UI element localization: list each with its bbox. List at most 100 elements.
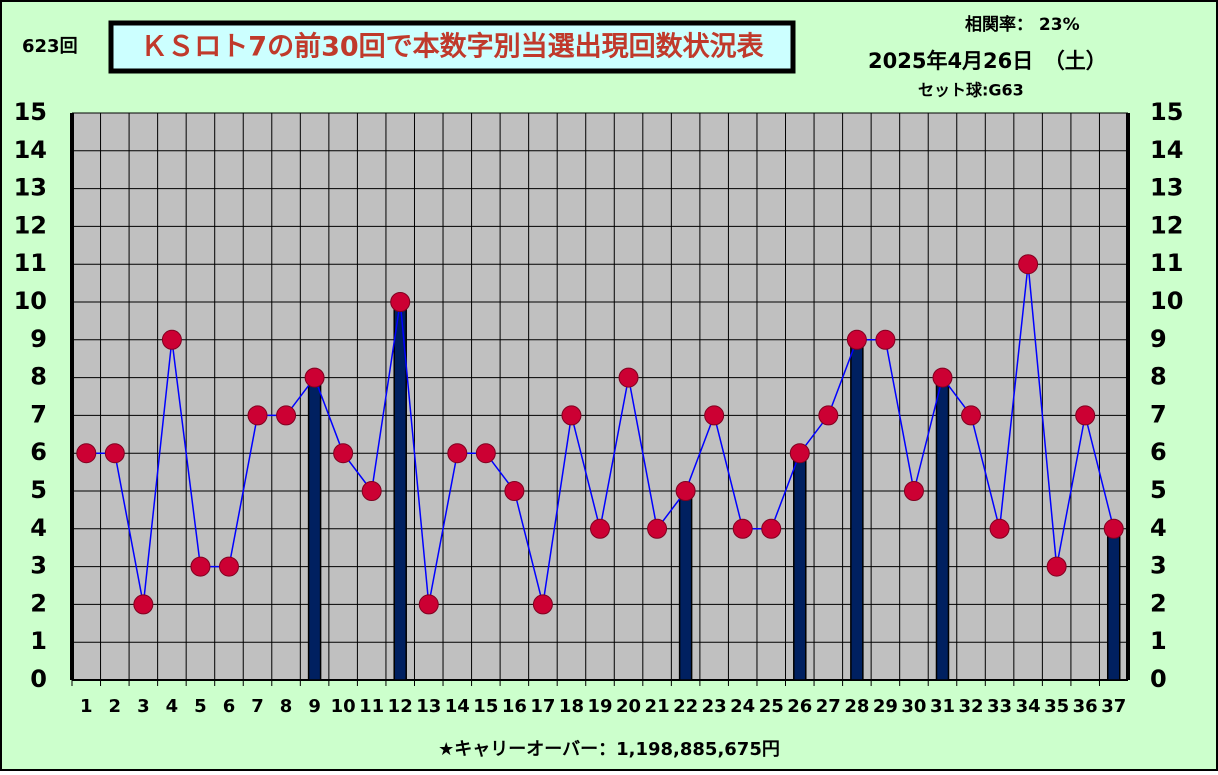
marker <box>532 594 553 615</box>
y-tick-label: 7 <box>30 400 47 428</box>
marker <box>76 443 97 464</box>
bar <box>793 452 807 681</box>
x-tick-label: 14 <box>445 696 470 717</box>
y2-tick-label: 6 <box>1150 438 1167 466</box>
marker <box>903 481 924 501</box>
marker <box>361 481 382 501</box>
x-tick-label: 6 <box>223 696 236 717</box>
bar <box>678 490 693 681</box>
x-tick-label: 18 <box>559 696 584 717</box>
marker <box>218 556 239 577</box>
x-tick-label: 5 <box>194 696 207 717</box>
x-tick-label: 21 <box>645 696 670 717</box>
x-tick-label: 29 <box>873 696 898 717</box>
y-tick-label: 5 <box>30 476 47 504</box>
y2-tick-label: 10 <box>1150 287 1183 315</box>
x-tick-label: 10 <box>331 696 356 717</box>
plot-area <box>72 113 1128 680</box>
marker <box>761 518 782 539</box>
marker <box>190 556 211 577</box>
y-tick-label: 14 <box>14 136 47 164</box>
x-tick-label: 15 <box>473 696 498 717</box>
footer: ★キャリーオーバー：1,198,885,675円 <box>438 739 780 760</box>
x-tick-label: 11 <box>359 696 384 717</box>
y2-tick-label: 3 <box>1150 552 1167 580</box>
marker <box>647 518 668 539</box>
set-ball: セット球:G63 <box>918 81 1024 100</box>
marker <box>789 443 810 464</box>
x-tick-label: 1 <box>80 696 93 717</box>
y2-tick-label: 2 <box>1150 589 1167 617</box>
y-tick-label: 2 <box>30 589 47 617</box>
round-label: 623回 <box>22 36 78 57</box>
y2-tick-label: 0 <box>1150 665 1167 693</box>
marker <box>846 329 867 350</box>
x-tick-label: 25 <box>759 696 784 717</box>
x-tick-label: 30 <box>901 696 926 717</box>
y2-tick-label: 1 <box>1150 627 1167 655</box>
marker <box>704 405 725 426</box>
marker <box>276 405 297 426</box>
x-tick-label: 24 <box>730 696 755 717</box>
x-tick-label: 7 <box>251 696 264 717</box>
y-tick-label: 9 <box>30 325 47 353</box>
y2-tick-label: 5 <box>1150 476 1167 504</box>
y-tick-label: 11 <box>14 249 47 277</box>
y-tick-label: 10 <box>14 287 47 315</box>
marker <box>304 367 325 388</box>
y2-tick-label: 9 <box>1150 325 1167 353</box>
x-tick-label: 36 <box>1073 696 1098 717</box>
marker <box>1018 254 1039 275</box>
marker <box>390 292 411 312</box>
x-tick-label: 23 <box>702 696 727 717</box>
marker <box>333 443 354 464</box>
bar <box>393 301 407 681</box>
marker <box>875 329 896 350</box>
y-tick-label: 13 <box>14 174 47 202</box>
x-tick-label: 20 <box>616 696 641 717</box>
marker <box>989 518 1010 539</box>
y-tick-label: 0 <box>30 665 47 693</box>
marker <box>818 405 839 426</box>
y2-tick-label: 13 <box>1150 174 1183 202</box>
marker <box>961 405 982 426</box>
y-tick-label: 12 <box>14 211 47 239</box>
title-box <box>108 20 796 74</box>
x-tick-label: 32 <box>958 696 983 717</box>
marker <box>104 443 125 464</box>
chart-title: ＫＳロト7の前30回で本数字別当選出現回数状況表 <box>140 31 763 63</box>
y2-tick-label: 8 <box>1150 363 1167 391</box>
bar <box>1106 528 1121 681</box>
bar <box>850 339 864 681</box>
marker <box>418 594 439 615</box>
marker <box>932 367 953 388</box>
marker <box>475 443 496 464</box>
x-tick-label: 26 <box>787 696 812 717</box>
y-tick-label: 6 <box>30 438 47 466</box>
bar <box>935 376 950 681</box>
x-tick-label: 17 <box>530 696 555 717</box>
y2-tick-label: 15 <box>1150 98 1183 126</box>
marker <box>1103 518 1124 539</box>
x-tick-label: 33 <box>987 696 1012 717</box>
y-tick-label: 4 <box>30 514 47 542</box>
correlation: 相関率： 23% <box>965 14 1080 35</box>
bar <box>307 376 322 681</box>
marker <box>590 518 610 539</box>
marker <box>133 594 154 615</box>
x-tick-label: 35 <box>1044 696 1069 717</box>
marker <box>247 405 268 426</box>
x-tick-label: 28 <box>844 696 869 717</box>
marker <box>161 329 182 350</box>
marker <box>561 405 582 426</box>
marker <box>675 481 696 501</box>
y2-tick-label: 11 <box>1150 249 1183 277</box>
x-tick-label: 3 <box>137 696 150 717</box>
x-tick-label: 8 <box>280 696 293 717</box>
y-tick-label: 8 <box>30 363 47 391</box>
y2-tick-label: 7 <box>1150 400 1167 428</box>
x-tick-label: 37 <box>1101 696 1126 717</box>
x-tick-label: 34 <box>1016 696 1041 717</box>
